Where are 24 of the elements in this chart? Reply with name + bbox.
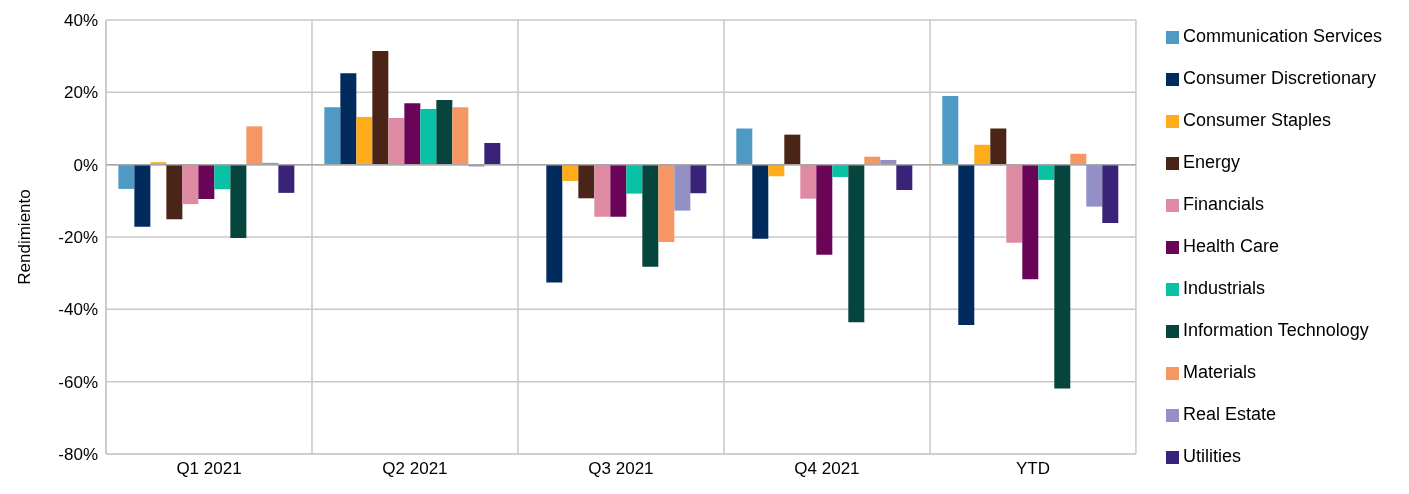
y-axis-title: Rendimiento <box>15 189 35 285</box>
legend-label: Energy <box>1182 152 1240 172</box>
y-tick-label: 0% <box>73 155 98 175</box>
legend-label: Materials <box>1182 362 1256 382</box>
legend-label: Industrials <box>1182 278 1265 298</box>
legend-label: Consumer Staples <box>1182 110 1331 130</box>
y-tick-label: -60% <box>58 372 98 392</box>
legend-label: Utilities <box>1182 446 1241 466</box>
x-tick-label: YTD <box>1015 459 1050 479</box>
y-tick-label: 20% <box>63 83 98 103</box>
y-tick-label: -20% <box>58 228 98 248</box>
x-tick-label: Q1 2021 <box>176 459 242 479</box>
x-tick-label: Q4 2021 <box>794 459 860 479</box>
legend-label: Real Estate <box>1182 404 1276 424</box>
legend-label: Financials <box>1182 194 1264 214</box>
x-tick-label: Q3 2021 <box>588 459 654 479</box>
legend-label: Information Technology <box>1182 320 1369 340</box>
legend-label: Health Care <box>1182 236 1279 256</box>
x-tick-label: Q2 2021 <box>382 459 448 479</box>
y-tick-label: -40% <box>58 300 98 320</box>
y-tick-label: -80% <box>58 445 98 465</box>
legend-label: Consumer Discretionary <box>1182 68 1376 88</box>
y-tick-label: 40% <box>63 11 98 31</box>
legend-label: Communication Services <box>1182 26 1382 46</box>
